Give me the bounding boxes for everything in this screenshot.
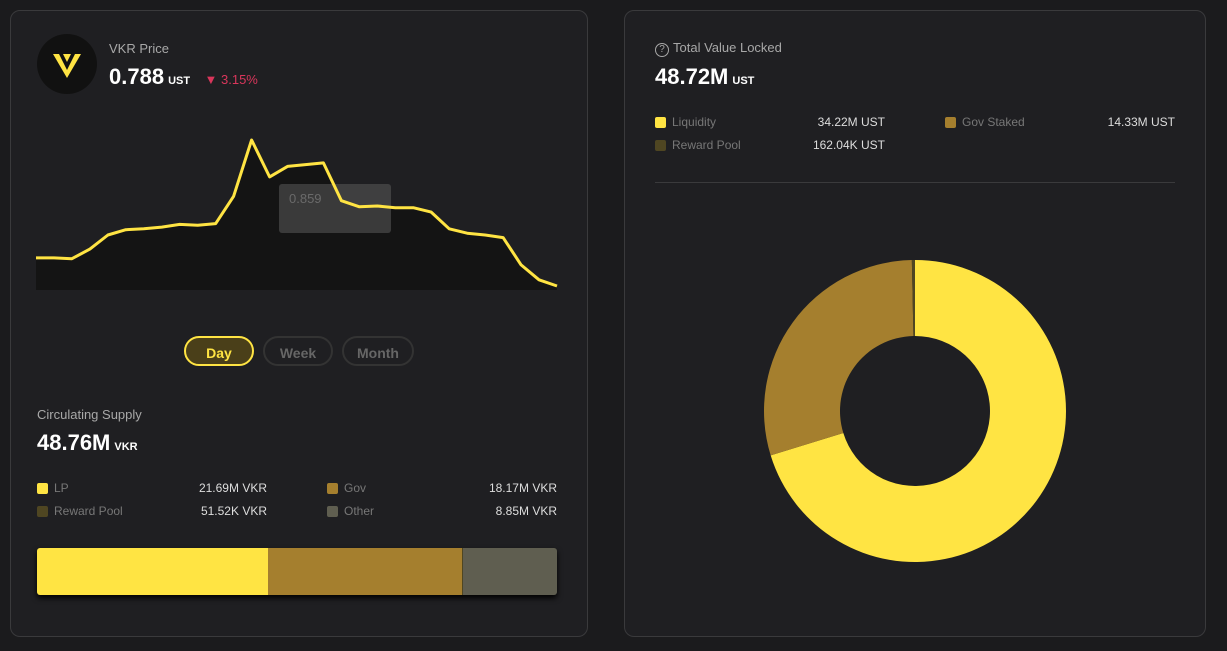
legend-value: 14.33M UST [1107, 115, 1175, 129]
price-card [10, 10, 588, 637]
price-unit: UST [168, 75, 191, 87]
supply-bar [37, 548, 557, 595]
legend-value: 8.85M VKR [495, 504, 557, 518]
price-label: VKR Price [109, 41, 169, 56]
bar-segment [37, 548, 269, 595]
tooltip-value: 0.859 [289, 191, 322, 206]
bar-segment [462, 548, 557, 595]
legend-value: 34.22M UST [817, 115, 885, 129]
donut-slice [770, 260, 1066, 562]
bar-segment [462, 548, 463, 595]
price-change-value: 3.15% [221, 72, 258, 87]
price-change: ▼ 3.15% [204, 72, 258, 87]
legend-swatch [37, 506, 48, 517]
legend-value: 21.69M VKR [198, 481, 267, 495]
legend-name: Gov Staked [962, 115, 1025, 129]
range-button[interactable]: Day [184, 336, 254, 366]
divider [655, 182, 1175, 183]
supply-unit: VKR [114, 441, 138, 453]
legend-value: 162.04K UST [812, 138, 885, 152]
supply-amount: 48.76M VKR [37, 430, 138, 456]
range-button[interactable]: Week [263, 336, 333, 366]
legend-swatch [945, 117, 956, 128]
supply-title: Circulating Supply [37, 407, 142, 422]
legend-name: Gov [344, 481, 367, 495]
legend-swatch [37, 483, 48, 494]
legend-name: Reward Pool [672, 138, 741, 152]
legend-value: 51.52K VKR [200, 504, 267, 518]
tvl-header: ? Total Value Locked [655, 40, 782, 57]
tvl-unit: UST [732, 75, 755, 87]
price-line [36, 138, 558, 288]
legend-swatch [327, 506, 338, 517]
logo [37, 34, 97, 94]
legend-name: Other [344, 504, 375, 518]
price-value: 0.788 [109, 64, 165, 89]
price-chart: 0.859 [36, 138, 558, 290]
legend-swatch [655, 140, 666, 151]
tooltip-box [279, 184, 391, 233]
legend-name: Liquidity [672, 115, 717, 129]
legend-name: LP [54, 481, 69, 495]
legend-value: 18.17M VKR [488, 481, 557, 495]
range-button[interactable]: Month [342, 336, 414, 366]
tvl-amount: 48.72M UST [655, 64, 754, 90]
tvl-value: 48.72M [655, 64, 729, 89]
legend-name: Reward Pool [54, 504, 123, 518]
bar-segment [268, 548, 463, 595]
legend-swatch [327, 483, 338, 494]
supply-value: 48.76M [37, 430, 111, 455]
donut-slice [764, 260, 914, 456]
tvl-donut [764, 260, 1066, 562]
tvl-title: Total Value Locked [673, 40, 782, 55]
donut-slice [911, 260, 915, 337]
price: 0.788 UST ▼ 3.15% [109, 64, 258, 90]
legend-swatch [655, 117, 666, 128]
